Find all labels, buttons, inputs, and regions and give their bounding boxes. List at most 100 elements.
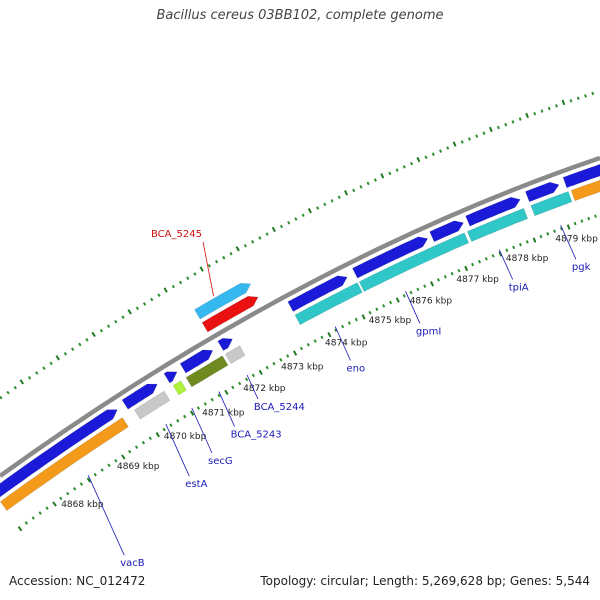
inner-minor-tick — [477, 259, 482, 264]
cds-forward-2[interactable] — [121, 383, 158, 410]
inner-major-tick — [464, 265, 469, 272]
outer-minor-tick — [186, 276, 190, 280]
outer-minor-tick — [63, 352, 68, 356]
outer-minor-tick — [279, 224, 284, 229]
cds-gpmI-reverse[interactable] — [358, 232, 470, 292]
gene-label[interactable]: pgk — [572, 262, 591, 273]
cds-BCA_5245-red[interactable] — [201, 295, 259, 333]
cds-estA[interactable] — [133, 390, 171, 420]
cds-tpiA-reverse[interactable] — [466, 207, 529, 242]
kbp-scale-label: 4873 kbp — [281, 362, 324, 372]
inner-minor-tick — [436, 278, 441, 282]
outer-minor-tick — [373, 178, 377, 182]
cds-vacB-forward[interactable] — [0, 409, 118, 499]
outer-minor-tick — [366, 181, 370, 186]
inner-major-tick — [361, 314, 366, 320]
gene-leader-line — [87, 475, 125, 556]
cds-BCA_5244[interactable] — [224, 345, 246, 365]
cds-eno-reverse[interactable] — [294, 282, 363, 326]
outer-minor-tick — [467, 137, 471, 141]
cds-forward-9[interactable] — [465, 196, 521, 227]
cds-pgk-reverse[interactable] — [530, 191, 573, 217]
outer-minor-tick — [424, 155, 428, 160]
cds-forward-11[interactable] — [562, 160, 600, 189]
cds-gap2-reverse[interactable] — [570, 172, 600, 202]
inner-major-tick — [498, 251, 503, 257]
inner-minor-tick — [79, 482, 84, 486]
gene-label[interactable]: eno — [347, 364, 366, 375]
gene-label[interactable]: secG — [208, 456, 233, 467]
kbp-scale-label: 4874 kbp — [325, 339, 368, 349]
outer-tick-track — [0, 91, 595, 400]
cds-secG[interactable] — [172, 380, 187, 396]
inner-minor-tick — [313, 339, 317, 343]
outer-minor-tick — [388, 171, 392, 176]
gene-leader-line — [498, 249, 514, 280]
cds-forward-3[interactable] — [163, 371, 178, 384]
inner-minor-tick — [443, 274, 447, 279]
outer-minor-tick — [475, 134, 479, 138]
outer-major-tick — [488, 126, 493, 133]
inner-minor-tick — [244, 377, 249, 382]
inner-major-tick — [17, 526, 23, 532]
outer-minor-tick — [511, 120, 515, 124]
outer-minor-tick — [287, 220, 291, 225]
outer-minor-tick — [402, 165, 406, 169]
cds-gpmI-forward[interactable] — [352, 236, 429, 279]
outer-minor-tick — [316, 206, 320, 210]
outer-minor-tick — [496, 125, 500, 130]
inner-minor-tick — [512, 245, 516, 250]
cds-BCA_5243[interactable] — [185, 355, 229, 388]
cds-eno-forward[interactable] — [287, 275, 348, 312]
inner-minor-tick — [559, 226, 563, 231]
outer-minor-tick — [533, 111, 537, 116]
inner-major-tick — [258, 369, 263, 376]
outer-minor-tick — [352, 188, 356, 193]
outer-minor-tick — [49, 361, 53, 366]
outer-major-tick — [19, 379, 25, 385]
gene-leader-line — [334, 326, 351, 361]
genome-title: Bacillus cereus 03BB102, complete genome — [156, 8, 444, 23]
highlighted-gene-label[interactable]: BCA_5245 — [151, 229, 202, 240]
cds-forward-4[interactable] — [179, 349, 214, 374]
kbp-scale-labels: 4868 kbp 4869 kbp 4870 kbp 4871 kbp 4872 kbp… — [61, 235, 598, 510]
gene-label[interactable]: tpiA — [509, 283, 529, 294]
inner-minor-tick — [505, 248, 509, 252]
outer-minor-tick — [547, 106, 551, 111]
kbp-scale-label: 4871 kbp — [202, 408, 245, 418]
outer-minor-tick — [294, 217, 298, 221]
inner-minor-tick — [72, 487, 77, 491]
gene-label[interactable]: estA — [185, 479, 207, 490]
inner-minor-tick — [525, 240, 529, 244]
inner-minor-tick — [203, 402, 207, 406]
cds-forward-10[interactable] — [525, 181, 560, 203]
inner-minor-tick — [573, 221, 577, 226]
inner-major-tick — [121, 454, 126, 460]
outer-minor-tick — [222, 255, 226, 260]
inner-minor-tick — [484, 256, 488, 261]
inner-minor-tick — [354, 317, 358, 322]
cds-forward-8[interactable] — [429, 220, 464, 243]
gene-label[interactable]: BCA_5244 — [254, 402, 305, 413]
inner-minor-tick — [594, 214, 597, 218]
inner-major-tick — [155, 432, 160, 438]
gene-label[interactable]: gpmI — [416, 326, 441, 337]
inner-major-tick — [566, 224, 571, 230]
gene-label[interactable]: BCA_5243 — [231, 430, 282, 441]
outer-minor-tick — [99, 328, 104, 333]
outer-minor-tick — [243, 243, 247, 248]
cds-forward-5[interactable] — [217, 337, 233, 352]
kbp-scale-label: 4878 kbp — [506, 254, 549, 264]
gene-label[interactable]: vacB — [120, 558, 145, 569]
inner-minor-tick — [134, 445, 139, 449]
cds-vacB-reverse[interactable] — [0, 417, 129, 512]
outer-minor-tick — [409, 161, 414, 166]
inner-minor-tick — [114, 458, 118, 463]
inner-minor-tick — [553, 229, 557, 233]
inner-major-tick — [52, 501, 57, 507]
inner-minor-tick — [231, 385, 235, 390]
inner-minor-tick — [320, 335, 324, 340]
inner-minor-tick — [388, 300, 393, 305]
inner-minor-tick — [382, 304, 386, 308]
cds-BCA_5245[interactable] — [194, 282, 252, 320]
